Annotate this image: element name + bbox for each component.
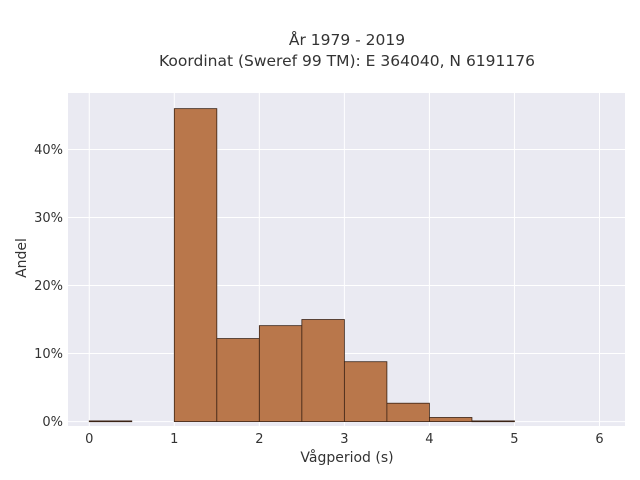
x-tick-label: 4: [425, 432, 433, 447]
x-axis-label: Vågperiod (s): [300, 449, 393, 466]
y-tick-label: 20%: [34, 279, 63, 294]
y-axis-ticks: 0% 10% 20% 30% 40%: [34, 143, 63, 430]
chart-title-line1: År 1979 - 2019: [289, 30, 405, 49]
histogram-bar: [258, 325, 303, 422]
histogram-bar: [429, 417, 473, 422]
y-tick-label: 0%: [42, 415, 63, 430]
histogram-bar: [88, 420, 133, 423]
y-tick-label: 10%: [34, 347, 63, 362]
x-tick-label: 3: [340, 432, 348, 447]
histogram-bar: [471, 420, 515, 423]
histogram-bar: [216, 338, 260, 422]
x-tick-label: 0: [85, 432, 93, 447]
x-tick-label: 5: [510, 432, 518, 447]
x-tick-label: 1: [170, 432, 178, 447]
histogram-bar: [386, 402, 430, 422]
histogram-bar: [301, 319, 345, 422]
histogram-bar: [173, 108, 218, 422]
y-tick-label: 30%: [34, 211, 63, 226]
x-tick-label: 2: [255, 432, 263, 447]
histogram-bar: [343, 361, 388, 422]
y-axis-label: Andel: [14, 238, 30, 278]
chart-title-line2: Koordinat (Sweref 99 TM): E 364040, N 61…: [159, 52, 535, 70]
histogram-bars: [88, 108, 515, 423]
x-tick-label: 6: [595, 432, 603, 447]
x-axis-ticks: 0 1 2 3 4 5 6: [85, 432, 604, 447]
y-tick-label: 40%: [34, 143, 63, 158]
